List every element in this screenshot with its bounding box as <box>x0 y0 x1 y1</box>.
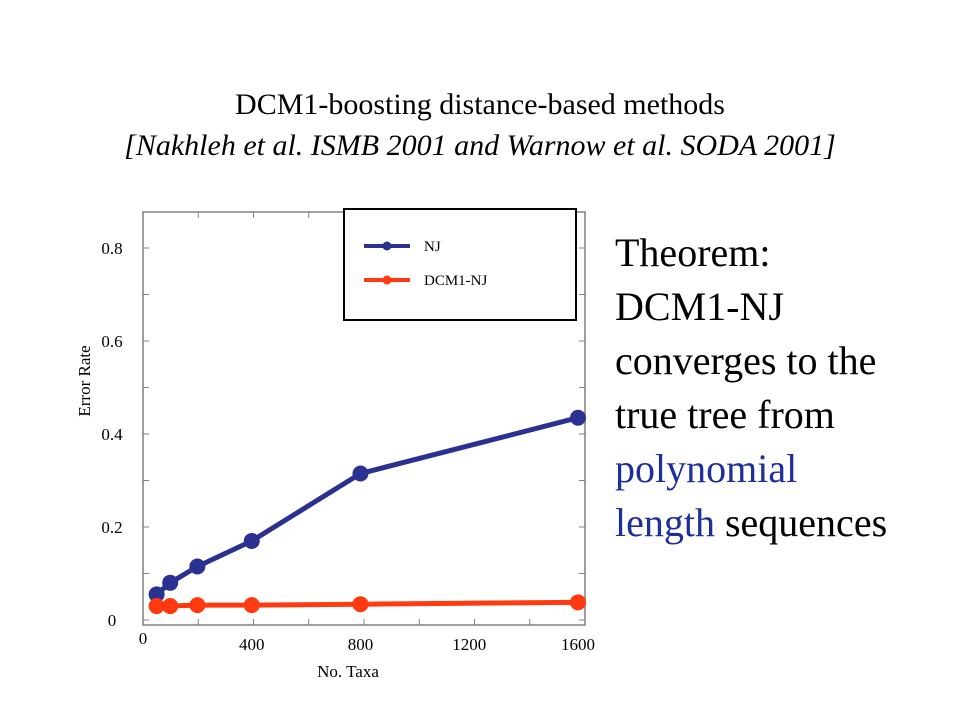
theorem-line-6: length sequences <box>615 496 955 550</box>
y-axis-label: Error Rate <box>75 345 94 416</box>
theorem-highlight-length: length <box>615 500 715 545</box>
data-point-dcm1-nj <box>148 598 165 615</box>
theorem-line-2: DCM1-NJ <box>615 284 784 329</box>
data-point-nj <box>162 574 179 591</box>
data-point-nj <box>243 532 260 549</box>
y-tick-label: 0 <box>108 611 117 630</box>
legend-label-nj: NJ <box>424 239 441 255</box>
legend-box <box>343 208 577 321</box>
chart-legend: NJ DCM1-NJ <box>343 208 577 321</box>
y-tick-label: 0.6 <box>101 332 122 351</box>
series-line-nj <box>154 415 579 597</box>
data-point-dcm1-nj <box>162 598 179 615</box>
data-point-dcm1-nj <box>570 594 586 611</box>
data-point-nj <box>352 465 369 482</box>
data-point-dcm1-nj <box>243 597 260 614</box>
data-point-dcm1-nj <box>189 597 206 614</box>
legend-swatch-dot-nj <box>382 241 392 251</box>
y-tick-label: 0.2 <box>101 518 122 537</box>
x-tick-label: 1600 <box>561 635 595 654</box>
x-tick-label: 400 <box>239 635 265 654</box>
y-tick-label: 0.4 <box>101 425 123 444</box>
data-point-nj <box>148 586 165 603</box>
theorem-line-3: converges to the <box>615 338 877 383</box>
theorem-line-5: polynomial <box>615 446 798 491</box>
legend-swatch-dot-dcm1-nj <box>382 275 392 285</box>
theorem-line-6-rest: sequences <box>714 500 888 545</box>
x-axis-label: No. Taxa <box>317 662 379 681</box>
x-tick-label: 800 <box>348 635 374 654</box>
theorem-text: Theorem: DCM1-NJ converges to the true t… <box>615 226 955 550</box>
chart-series <box>148 409 586 615</box>
x-tick-label: 0 <box>139 629 148 648</box>
data-point-dcm1-nj <box>352 596 369 613</box>
legend-label-dcm1-nj: DCM1-NJ <box>424 273 488 289</box>
theorem-line-4: true tree from <box>615 392 835 437</box>
y-tick-label: 0.8 <box>101 239 122 258</box>
chart-tick-labels: 0 0.2 0.4 0.6 0.8 0 400 800 1200 1600 <box>101 239 595 654</box>
data-point-nj <box>189 558 206 575</box>
x-tick-label: 1200 <box>452 635 486 654</box>
theorem-line-1: Theorem: <box>615 230 771 275</box>
slide-title: DCM1-boosting distance-based methods <box>235 88 725 121</box>
data-point-nj <box>570 409 586 426</box>
slide-subtitle: [Nakhleh et al. ISMB 2001 and Warnow et … <box>124 129 836 162</box>
